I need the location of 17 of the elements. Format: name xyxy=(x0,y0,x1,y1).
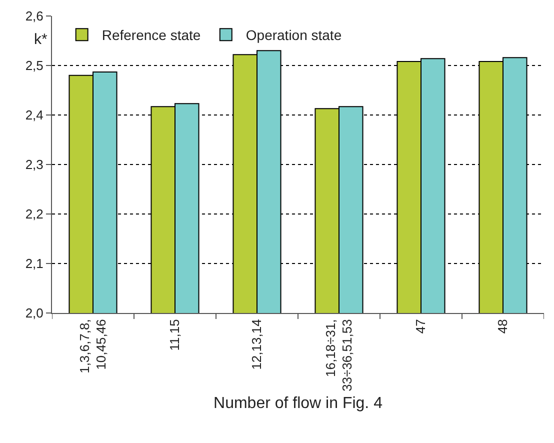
legend-label: Operation state xyxy=(246,27,342,44)
y-tick-label: 2,5 xyxy=(25,58,44,74)
x-tick-label: 48 xyxy=(495,319,510,334)
x-tick-label: 47 xyxy=(413,319,428,334)
y-tick-label: 2,6 xyxy=(25,8,44,24)
x-tick-label: 1,3,6,7,8, 10,45,46 xyxy=(76,319,109,374)
y-tick-label: 2,1 xyxy=(25,256,44,272)
y-tick-label: 2,2 xyxy=(25,206,44,222)
x-tick-label: 11,15 xyxy=(167,319,182,351)
y-tick-label: 2,3 xyxy=(25,157,44,172)
x-axis-title: Number of flow in Fig. 4 xyxy=(214,395,383,412)
legend-label: Reference state xyxy=(102,27,201,44)
x-tick-label: 16,18÷31, 33÷36,51,53 xyxy=(322,319,355,392)
y-axis-title: k* xyxy=(34,31,48,48)
x-tick-label: 12,13,14 xyxy=(249,319,264,370)
y-tick-label: 2,4 xyxy=(25,108,44,123)
y-tick-label: 2,0 xyxy=(25,306,44,321)
